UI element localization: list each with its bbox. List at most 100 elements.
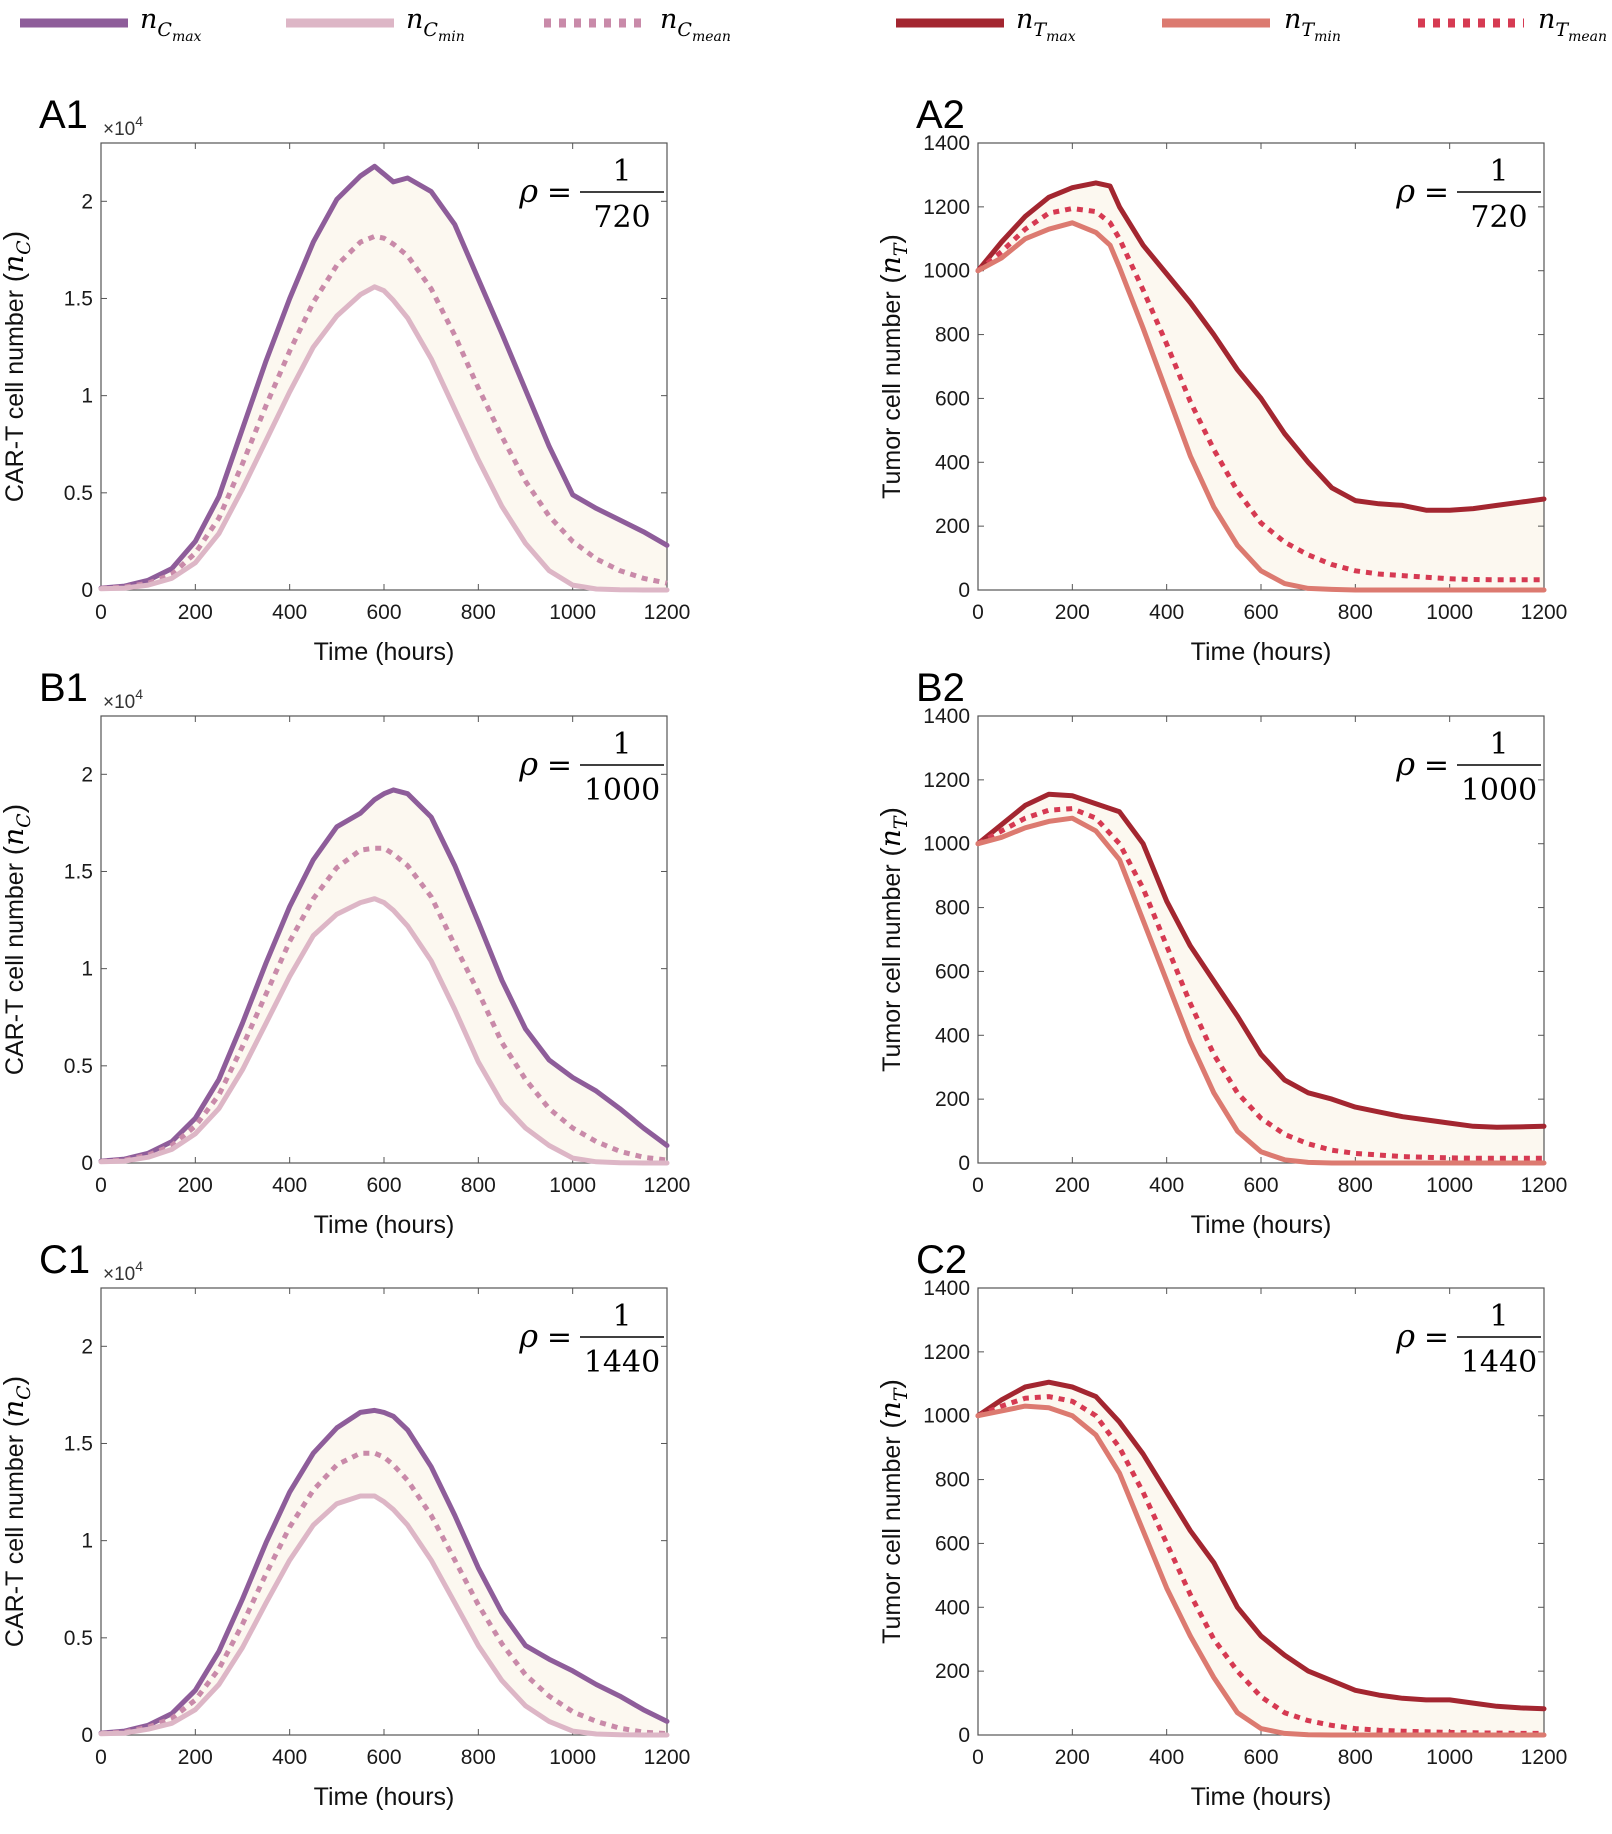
legend-item-t-mean: nTmean bbox=[1418, 4, 1607, 45]
y-tick-label: 2 bbox=[81, 190, 93, 213]
x-tick-label: 200 bbox=[178, 1174, 213, 1197]
legend-label: nTmax bbox=[1016, 4, 1076, 45]
y-tick-label: 0 bbox=[81, 579, 93, 602]
legend-item-t-max: nTmax bbox=[896, 4, 1076, 45]
y-tick-label: 1200 bbox=[923, 196, 970, 219]
rho-denominator: 720 bbox=[593, 200, 650, 235]
range-band bbox=[978, 1382, 1544, 1735]
panel-label: C2 bbox=[916, 1238, 967, 1282]
y-tick-label: 2 bbox=[81, 1335, 93, 1358]
x-tick-label: 400 bbox=[1149, 1174, 1184, 1197]
series-line-n-c-mean bbox=[100, 845, 668, 1164]
rho-denominator: 1000 bbox=[584, 773, 660, 808]
legend-item-t-min: nTmin bbox=[1162, 4, 1341, 45]
x-tick-label: 400 bbox=[1149, 1746, 1184, 1769]
y-tick-label: 600 bbox=[935, 387, 970, 410]
y-axis-label: Tumor cell number (nT) bbox=[874, 807, 912, 1072]
panel-b1: 0 200 400 600 800 1000 1200 0 0.5 1 1.5 2 ×104 B1 Time… bbox=[0, 666, 690, 1239]
rho-denominator: 1440 bbox=[1461, 1345, 1537, 1380]
y-tick-label: 400 bbox=[935, 1596, 970, 1619]
rho-equals: = bbox=[1424, 748, 1449, 783]
rho-annotation: 1 1000 = ρ bbox=[1395, 727, 1541, 808]
x-axis-label: Time (hours) bbox=[1191, 1783, 1332, 1811]
range-band bbox=[978, 794, 1544, 1163]
x-tick-label: 600 bbox=[1243, 601, 1278, 624]
panel-c2: 0 200 400 600 800 1000 1200 0 200 400 600 800 1000 12… bbox=[874, 1238, 1567, 1811]
legend-item-c-max: nCmax bbox=[20, 4, 202, 45]
panel-c1: 0 200 400 600 800 1000 1200 0 0.5 1 1.5 2 ×104 C1 Time… bbox=[0, 1238, 690, 1811]
y-axis-label: CAR-T cell number (nC) bbox=[0, 1376, 35, 1647]
legend-label: nCmean bbox=[660, 4, 731, 45]
panel-label: C1 bbox=[39, 1238, 90, 1282]
series-line-n-c-min bbox=[98, 896, 670, 1166]
rho-annotation: 1 720 = ρ bbox=[518, 154, 664, 235]
y-axis-label: Tumor cell number (nT) bbox=[874, 1379, 912, 1644]
x-tick-label: 800 bbox=[1338, 1174, 1373, 1197]
range-band bbox=[978, 182, 1544, 590]
series-line-n-t-min bbox=[975, 220, 1547, 593]
y-tick-label: 0.5 bbox=[64, 1627, 93, 1650]
x-tick-label: 1000 bbox=[549, 1174, 596, 1197]
x-tick-label: 200 bbox=[1055, 601, 1090, 624]
rho-denominator: 1440 bbox=[584, 1345, 660, 1380]
panel-label: B2 bbox=[916, 666, 965, 710]
series-line-n-t-min bbox=[975, 1403, 1547, 1738]
x-tick-label: 1000 bbox=[549, 1746, 596, 1769]
y-tick-label: 1.5 bbox=[64, 860, 93, 883]
y-tick-label: 2 bbox=[81, 763, 93, 786]
x-tick-label: 600 bbox=[366, 1174, 401, 1197]
y-tick-label: 1400 bbox=[923, 132, 970, 155]
exponent-label: ×104 bbox=[103, 1258, 143, 1285]
y-tick-label: 0 bbox=[81, 1724, 93, 1747]
rho-equals: = bbox=[547, 748, 572, 783]
y-tick-label: 0 bbox=[958, 1152, 970, 1175]
y-axis-label: Tumor cell number (nT) bbox=[874, 234, 912, 499]
series-line-n-c-min bbox=[98, 284, 670, 593]
rho-symbol: ρ bbox=[518, 745, 538, 783]
series-line-n-t-max bbox=[975, 791, 1547, 1130]
legend-label: nTmin bbox=[1284, 4, 1341, 45]
x-tick-label: 1200 bbox=[1521, 601, 1568, 624]
y-tick-label: 1 bbox=[81, 1530, 93, 1553]
y-tick-label: 0 bbox=[958, 579, 970, 602]
exponent-label: ×104 bbox=[103, 686, 143, 713]
y-tick-label: 0.5 bbox=[64, 482, 93, 505]
rho-numerator: 1 bbox=[612, 1299, 631, 1334]
rho-numerator: 1 bbox=[612, 727, 631, 762]
series-line-n-c-max bbox=[98, 787, 670, 1164]
panel-a2: 0 200 400 600 800 1000 1200 0 200 400 600 800 1000 12… bbox=[874, 93, 1567, 666]
y-axis-label: CAR-T cell number (nC) bbox=[0, 804, 35, 1075]
rho-symbol: ρ bbox=[1395, 1317, 1415, 1355]
x-tick-label: 1200 bbox=[644, 1174, 691, 1197]
y-tick-label: 200 bbox=[935, 515, 970, 538]
x-tick-label: 600 bbox=[366, 1746, 401, 1769]
y-tick-label: 1400 bbox=[923, 1277, 970, 1300]
x-tick-label: 1200 bbox=[1521, 1746, 1568, 1769]
x-tick-label: 800 bbox=[1338, 601, 1373, 624]
y-tick-label: 0 bbox=[958, 1724, 970, 1747]
y-tick-label: 800 bbox=[935, 324, 970, 347]
x-axis-label: Time (hours) bbox=[1191, 638, 1332, 666]
panel-label: B1 bbox=[39, 666, 88, 710]
x-tick-label: 1000 bbox=[549, 601, 596, 624]
x-tick-label: 200 bbox=[1055, 1746, 1090, 1769]
rho-numerator: 1 bbox=[1489, 1299, 1508, 1334]
y-tick-label: 1.5 bbox=[64, 287, 93, 310]
series-line-n-t-mean bbox=[976, 806, 1544, 1161]
x-tick-label: 800 bbox=[461, 601, 496, 624]
x-tick-label: 0 bbox=[972, 1174, 984, 1197]
y-tick-label: 1200 bbox=[923, 1341, 970, 1364]
series-line-n-t-max bbox=[975, 1379, 1547, 1712]
x-axis-label: Time (hours) bbox=[314, 638, 455, 666]
legend-tumor: nTmax nTmin nTmean bbox=[896, 4, 1607, 45]
x-tick-label: 200 bbox=[178, 601, 213, 624]
legend-label: nTmean bbox=[1538, 4, 1607, 45]
rho-symbol: ρ bbox=[518, 1317, 538, 1355]
y-axis-label: CAR-T cell number (nC) bbox=[0, 231, 35, 502]
rho-annotation: 1 720 = ρ bbox=[1395, 154, 1541, 235]
y-tick-label: 1000 bbox=[923, 833, 970, 856]
y-tick-label: 1000 bbox=[923, 1405, 970, 1428]
rho-symbol: ρ bbox=[1395, 745, 1415, 783]
rho-equals: = bbox=[547, 1320, 572, 1355]
